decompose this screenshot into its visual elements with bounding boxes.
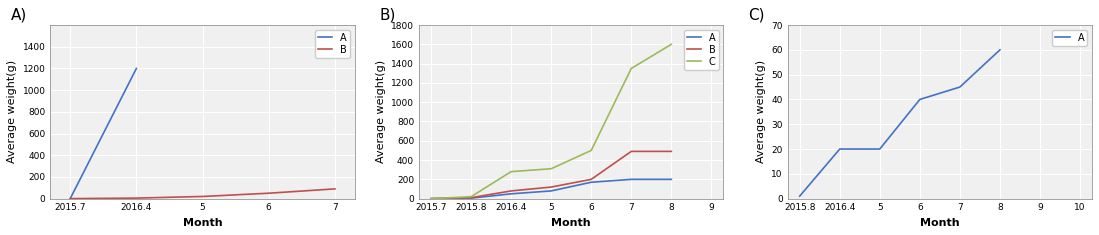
A <box>993 48 1007 51</box>
B <box>504 189 518 192</box>
Line: C: C <box>431 44 671 199</box>
B <box>424 197 437 200</box>
Legend: A, B, C: A, B, C <box>684 30 719 70</box>
C <box>545 167 558 170</box>
Y-axis label: Average weight(g): Average weight(g) <box>376 60 386 163</box>
A <box>874 148 887 150</box>
Line: A: A <box>70 68 136 199</box>
A <box>953 86 966 88</box>
B <box>196 195 209 198</box>
A <box>793 195 807 198</box>
B <box>130 197 143 200</box>
A <box>833 148 846 150</box>
A <box>624 178 637 181</box>
Text: B): B) <box>379 8 396 23</box>
A <box>913 98 926 101</box>
A <box>545 189 558 192</box>
C <box>665 43 678 46</box>
A <box>504 192 518 195</box>
A <box>130 67 143 70</box>
B <box>329 188 342 190</box>
C <box>624 67 637 70</box>
C <box>504 170 518 173</box>
C <box>585 149 598 152</box>
Y-axis label: Average weight(g): Average weight(g) <box>756 60 766 163</box>
Line: A: A <box>431 179 671 199</box>
B <box>585 178 598 181</box>
B <box>263 192 276 195</box>
Text: C): C) <box>748 8 765 23</box>
A <box>64 197 77 200</box>
Legend: A, B: A, B <box>315 30 349 58</box>
B <box>665 150 678 153</box>
B <box>624 150 637 153</box>
B <box>465 196 478 199</box>
Y-axis label: Average weight(g): Average weight(g) <box>7 60 16 163</box>
A <box>665 178 678 181</box>
Line: B: B <box>70 189 335 199</box>
A <box>424 197 437 200</box>
B <box>64 197 77 200</box>
Text: A): A) <box>11 8 27 23</box>
B <box>545 186 558 188</box>
C <box>424 197 437 200</box>
X-axis label: Month: Month <box>920 218 959 228</box>
X-axis label: Month: Month <box>552 218 591 228</box>
Legend: A: A <box>1053 30 1087 46</box>
A <box>585 181 598 184</box>
Line: B: B <box>431 151 671 199</box>
X-axis label: Month: Month <box>182 218 222 228</box>
Line: A: A <box>800 50 1000 196</box>
A <box>465 197 478 200</box>
C <box>465 195 478 198</box>
